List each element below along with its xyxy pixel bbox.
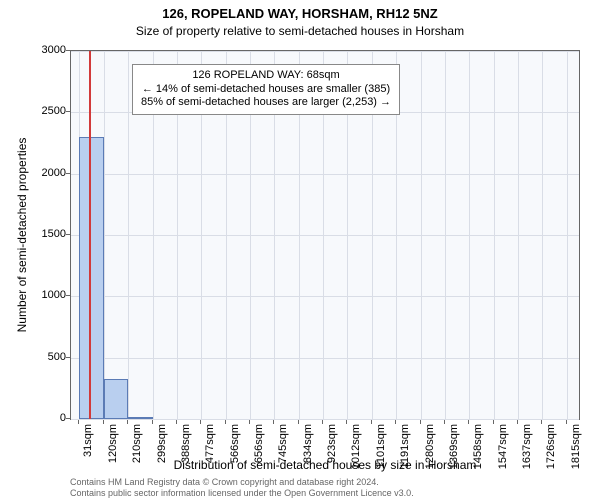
y-tick <box>66 418 70 419</box>
grid-v <box>104 51 105 419</box>
grid-v <box>567 51 568 419</box>
y-tick-label: 3000 <box>6 44 66 56</box>
x-tick <box>225 420 226 424</box>
y-tick <box>66 173 70 174</box>
y-tick-label: 2500 <box>6 105 66 117</box>
copyright-notice: Contains HM Land Registry data © Crown c… <box>70 477 580 498</box>
x-tick <box>541 420 542 424</box>
x-tick <box>420 420 421 424</box>
chart-subtitle: Size of property relative to semi-detach… <box>0 24 600 38</box>
grid-v <box>445 51 446 419</box>
y-tick-label: 0 <box>6 412 66 424</box>
property-marker-line <box>89 51 91 419</box>
x-tick <box>152 420 153 424</box>
x-tick <box>249 420 250 424</box>
grid-v <box>421 51 422 419</box>
copyright-line-2: Contains public sector information licen… <box>70 488 580 498</box>
y-tick-label: 1000 <box>6 289 66 301</box>
grid-h <box>71 51 579 52</box>
grid-v <box>518 51 519 419</box>
y-tick <box>66 357 70 358</box>
x-tick <box>468 420 469 424</box>
y-tick <box>66 50 70 51</box>
y-tick <box>66 111 70 112</box>
x-tick <box>371 420 372 424</box>
x-tick <box>444 420 445 424</box>
y-tick-label: 2000 <box>6 167 66 179</box>
x-tick <box>176 420 177 424</box>
legend-line-1: 126 ROPELAND WAY: 68sqm <box>141 69 391 83</box>
grid-h <box>71 235 579 236</box>
grid-v <box>469 51 470 419</box>
chart-container: 126, ROPELAND WAY, HORSHAM, RH12 5NZ Siz… <box>0 0 600 500</box>
x-tick <box>395 420 396 424</box>
x-tick <box>200 420 201 424</box>
x-tick <box>103 420 104 424</box>
x-tick <box>322 420 323 424</box>
x-tick <box>566 420 567 424</box>
grid-h <box>71 296 579 297</box>
x-axis-label: Distribution of semi-detached houses by … <box>70 458 580 472</box>
legend-box: 126 ROPELAND WAY: 68sqm ← 14% of semi-de… <box>132 64 400 115</box>
x-tick <box>493 420 494 424</box>
y-tick-label: 1500 <box>6 228 66 240</box>
histogram-bar <box>128 417 152 419</box>
histogram-bar <box>79 137 103 419</box>
plot-area: 126 ROPELAND WAY: 68sqm ← 14% of semi-de… <box>70 50 580 420</box>
x-tick <box>127 420 128 424</box>
grid-h <box>71 174 579 175</box>
x-tick <box>298 420 299 424</box>
x-tick <box>346 420 347 424</box>
chart-title: 126, ROPELAND WAY, HORSHAM, RH12 5NZ <box>0 6 600 21</box>
x-tick <box>517 420 518 424</box>
legend-line-3: 85% of semi-detached houses are larger (… <box>141 96 391 110</box>
grid-v <box>542 51 543 419</box>
grid-v <box>494 51 495 419</box>
copyright-line-1: Contains HM Land Registry data © Crown c… <box>70 477 580 487</box>
y-tick <box>66 234 70 235</box>
legend-line-2: ← 14% of semi-detached houses are smalle… <box>141 83 391 97</box>
x-tick <box>78 420 79 424</box>
grid-h <box>71 358 579 359</box>
grid-h <box>71 419 579 420</box>
y-tick <box>66 295 70 296</box>
histogram-bar <box>104 379 128 419</box>
x-tick <box>273 420 274 424</box>
y-tick-label: 500 <box>6 351 66 363</box>
grid-v <box>128 51 129 419</box>
